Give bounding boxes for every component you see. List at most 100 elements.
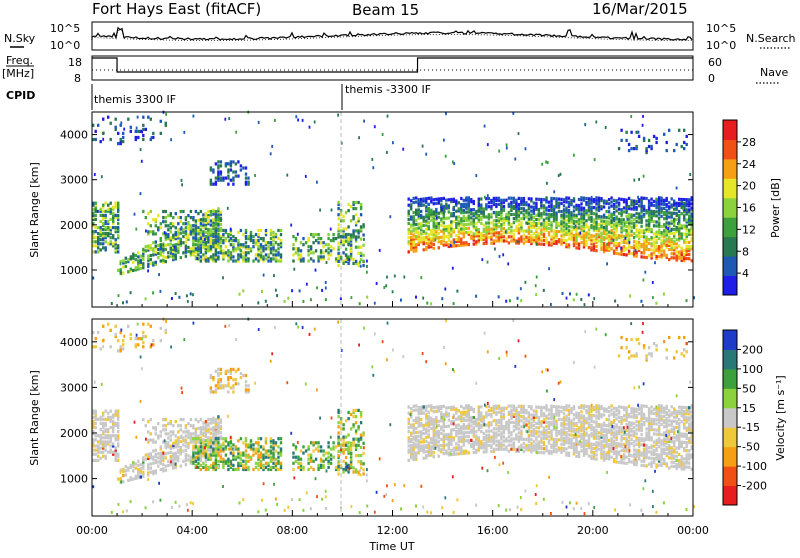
power-cell-3139: [535, 284, 537, 287]
velocity-cell-710: [217, 437, 219, 440]
power-cell-656: [205, 255, 207, 258]
power-cell-1895: [538, 242, 540, 245]
power-cell-3103: [358, 136, 360, 139]
power-cell-3117: [372, 166, 374, 169]
power-cell-2392: [613, 250, 615, 253]
power-ytick-label-3: 4000: [60, 129, 88, 142]
power-cell-3301: [257, 301, 259, 304]
power-cell-1681: [498, 197, 500, 200]
power-cell-901: [277, 229, 279, 232]
velocity-cell-297: [180, 465, 182, 468]
velocity-cell-898: [277, 456, 279, 459]
power-cell-3008: [663, 133, 665, 136]
velocity-cell-537: [205, 420, 207, 423]
power-cell-81: [107, 232, 109, 235]
power-cell-2754: [663, 239, 665, 242]
power-cell-2428: [615, 199, 617, 202]
velocity-cell-207: [150, 462, 152, 465]
velocity-cell-510: [185, 430, 187, 433]
power-cell-2040: [560, 214, 562, 217]
velocity-cell-1243: [423, 412, 425, 415]
power-cell-468: [155, 224, 157, 227]
power-cell-454: [220, 211, 222, 214]
velocity-cell-668: [207, 454, 209, 457]
velocity-cell-247: [165, 456, 167, 459]
power-cell-871: [270, 241, 272, 244]
power-cell-1613: [485, 203, 487, 206]
power-cell-2431: [618, 242, 620, 245]
power-cell-1497: [465, 211, 467, 214]
power-cell-2409: [613, 199, 615, 202]
power-cell-2941: [688, 257, 690, 260]
velocity-cell-152: [122, 474, 124, 477]
power-cell-1581: [480, 216, 482, 219]
velocity-cell-262: [170, 451, 172, 454]
power-cell-3312: [325, 298, 327, 301]
power-cell-1035: [337, 213, 339, 216]
velocity-cell-468: [155, 432, 157, 435]
power-cell-3320: [441, 297, 443, 300]
freq-right-tick-high: 60: [708, 56, 722, 69]
power-cell-3327: [517, 297, 519, 300]
velocity-cell-1551: [475, 434, 477, 437]
power-cell-1432: [455, 234, 457, 237]
power-cell-1899: [538, 232, 540, 235]
power-cell-806: [250, 247, 252, 250]
power-cell-222: [155, 245, 157, 248]
velocity-cell-1079: [350, 427, 352, 430]
power-cell-1412: [450, 220, 452, 223]
power-cell-2698: [655, 220, 657, 223]
power-cell-1835: [528, 236, 530, 239]
velocity-cell-1030: [337, 442, 339, 445]
power-cell-864: [267, 241, 269, 244]
power-cell-3157: [525, 281, 527, 284]
power-cell-1907: [538, 198, 540, 201]
velocity-cell-1082: [352, 466, 354, 469]
velocity-cell-743: [230, 460, 232, 463]
power-cell-3237: [359, 261, 361, 264]
velocity-cell-725: [222, 437, 224, 440]
power-cell-3250: [183, 131, 185, 134]
power-cell-3012: [673, 149, 675, 152]
velocity-cell-475: [160, 430, 162, 433]
power-cell-3079: [484, 196, 486, 199]
velocity-cell-1507: [468, 431, 470, 434]
power-ytick-label-1: 2000: [60, 219, 88, 232]
power-cell-2388: [610, 205, 612, 208]
power-cell-178: [137, 259, 139, 262]
velocity-cell-104: [112, 442, 114, 445]
power-cell-2859: [676, 202, 678, 205]
power-cell-1144: [408, 210, 410, 213]
power-cell-3224: [293, 268, 295, 271]
power-cell-83: [107, 226, 109, 229]
power-cell-3028: [102, 118, 104, 121]
velocity-cell-1539: [473, 426, 475, 429]
power-cell-3338: [640, 300, 642, 303]
power-cell-3176: [314, 121, 316, 124]
power-cell-1794: [518, 197, 520, 200]
power-cell-1748: [510, 201, 512, 204]
power-cell-3251: [141, 130, 143, 133]
power-cell-2206: [585, 223, 587, 226]
velocity-cell-559: [212, 390, 214, 393]
power-cell-3165: [525, 147, 527, 150]
velocity-cell-961: [317, 441, 319, 444]
power-cell-983: [330, 249, 332, 252]
power-cell-859: [267, 259, 269, 262]
velocity-cell-852: [265, 462, 267, 465]
power-cell-1060: [345, 227, 347, 230]
power-cell-3150: [652, 281, 654, 284]
power-cell-452: [220, 217, 222, 220]
power-cell-1902: [538, 218, 540, 221]
power-cell-3114: [254, 174, 256, 177]
power-cell-123: [115, 226, 117, 229]
power-cell-2020: [558, 238, 560, 241]
power-cell-1422: [453, 220, 455, 223]
power-cell-2624: [645, 236, 647, 239]
power-cell-772: [237, 231, 239, 234]
power-cell-3127: [258, 121, 260, 124]
velocity-cell-751: [232, 464, 234, 467]
power-cell-1051: [342, 227, 344, 230]
power-cell-858: [265, 229, 267, 232]
power-cell-157: [125, 257, 127, 260]
